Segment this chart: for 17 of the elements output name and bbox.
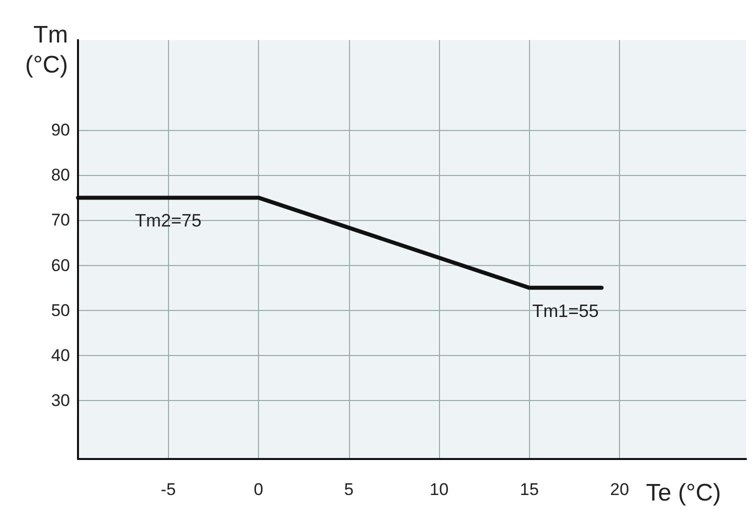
- y-tick-label: 80: [51, 166, 70, 185]
- x-tick-label: 10: [430, 480, 449, 499]
- y-tick-label: 90: [51, 120, 70, 140]
- y-tick-label: 70: [51, 210, 70, 230]
- x-axis-title: Te (°C): [646, 480, 721, 506]
- x-tick-label: -5: [160, 480, 176, 499]
- x-tick-label: 15: [520, 480, 539, 499]
- y-tick-label: 40: [51, 346, 70, 365]
- x-tick-label: 20: [610, 480, 630, 499]
- y-tick-label: 60: [51, 256, 70, 275]
- annotation: Tm1=55: [532, 300, 599, 321]
- y-tick-label: 30: [51, 390, 70, 410]
- y-tick-label: 50: [51, 300, 70, 320]
- y-axis-title: Tm (°C): [25, 22, 68, 78]
- annotation: Tm2=75: [134, 210, 202, 231]
- x-tick-label: 5: [344, 480, 354, 499]
- x-tick-label: 0: [254, 480, 264, 499]
